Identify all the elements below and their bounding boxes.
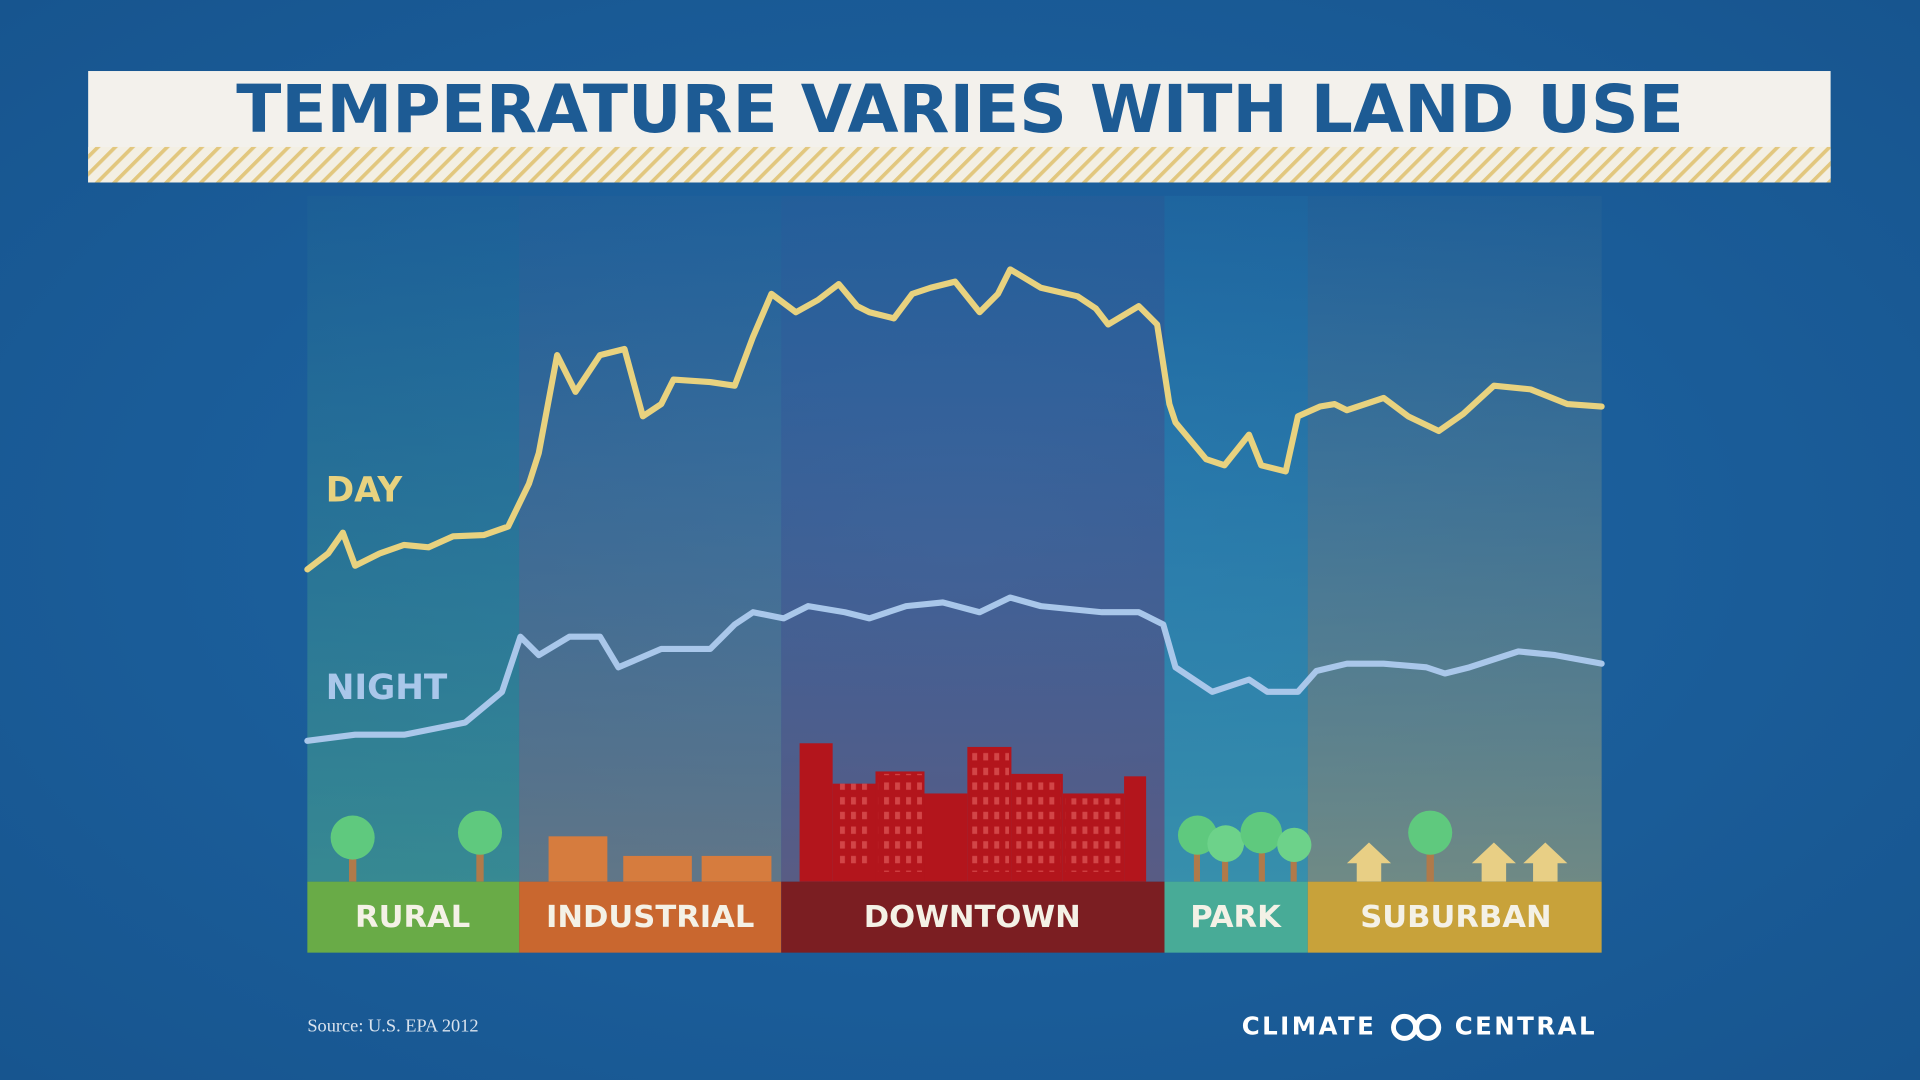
zone-label-bg xyxy=(1164,881,1308,953)
zone-panel xyxy=(1307,195,1602,882)
night-line xyxy=(304,594,1605,744)
zone-label: RURAL xyxy=(355,900,470,935)
title-hatch xyxy=(88,146,1831,183)
zone-label-bg xyxy=(307,881,520,953)
industrial-icons xyxy=(548,836,772,882)
zone-label-bg xyxy=(519,881,782,953)
zone-panel xyxy=(1164,195,1308,882)
source: Source: U.S. EPA 2012 xyxy=(307,1016,478,1036)
logo-text: CENTRAL xyxy=(1455,1011,1597,1040)
logo-text: CLIMATE xyxy=(1242,1011,1377,1040)
title: TEMPERATURE VARIES WITH LAND USE xyxy=(236,71,1684,148)
day-line xyxy=(304,266,1605,573)
day-label: DAY xyxy=(326,471,404,511)
zone-label: PARK xyxy=(1190,900,1282,935)
zone-label: INDUSTRIAL xyxy=(546,900,754,935)
zone-panel xyxy=(519,195,782,882)
zone-label-bg xyxy=(781,881,1165,953)
night-label: NIGHT xyxy=(326,668,448,708)
house-icons xyxy=(1346,842,1568,882)
zone-label: DOWNTOWN xyxy=(864,900,1081,935)
zone-label-bg xyxy=(1307,881,1602,953)
downtown-icons xyxy=(799,743,1147,882)
zone-label: SUBURBAN xyxy=(1360,900,1551,935)
tree-icons xyxy=(330,810,1453,882)
logo-icon xyxy=(1391,1013,1442,1041)
